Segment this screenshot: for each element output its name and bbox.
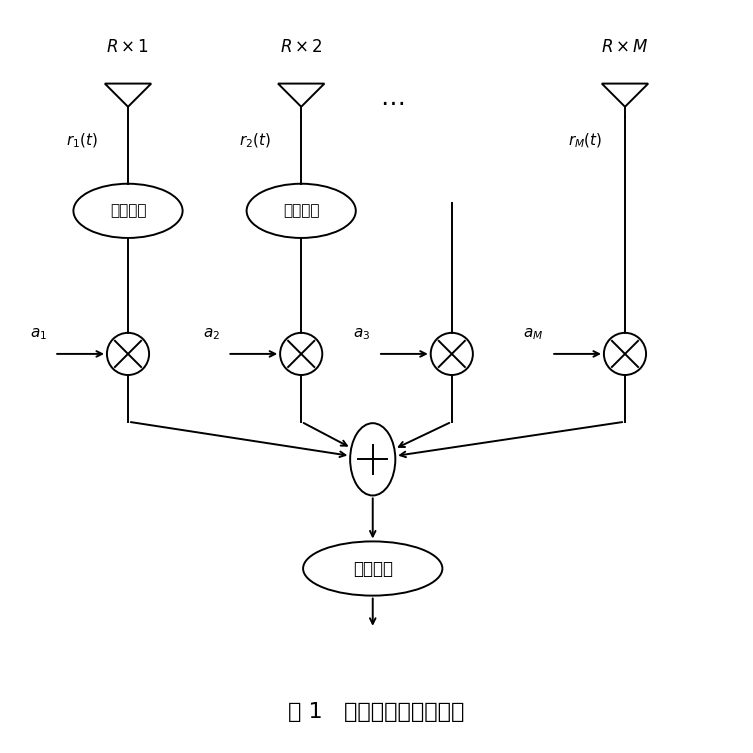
Text: $r_2(t)$: $r_2(t)$ (239, 131, 271, 150)
Text: 检测输出: 检测输出 (352, 559, 393, 578)
Text: $a_M$: $a_M$ (523, 326, 544, 342)
Text: 射频前端: 射频前端 (110, 203, 146, 218)
Text: $a_2$: $a_2$ (203, 326, 220, 342)
Text: 图 1   接收信号的线性组合: 图 1 接收信号的线性组合 (288, 702, 465, 721)
Text: $R \times 1$: $R \times 1$ (106, 38, 150, 56)
Text: $a_1$: $a_1$ (29, 326, 47, 342)
Text: 射频前端: 射频前端 (283, 203, 319, 218)
Text: $\cdots$: $\cdots$ (380, 90, 404, 114)
Text: $R \times M$: $R \times M$ (601, 38, 649, 56)
Text: $r_M(t)$: $r_M(t)$ (568, 131, 602, 150)
Text: $r_1(t)$: $r_1(t)$ (66, 131, 98, 150)
Text: $R \times 2$: $R \times 2$ (279, 38, 323, 56)
Text: $a_3$: $a_3$ (353, 326, 370, 342)
